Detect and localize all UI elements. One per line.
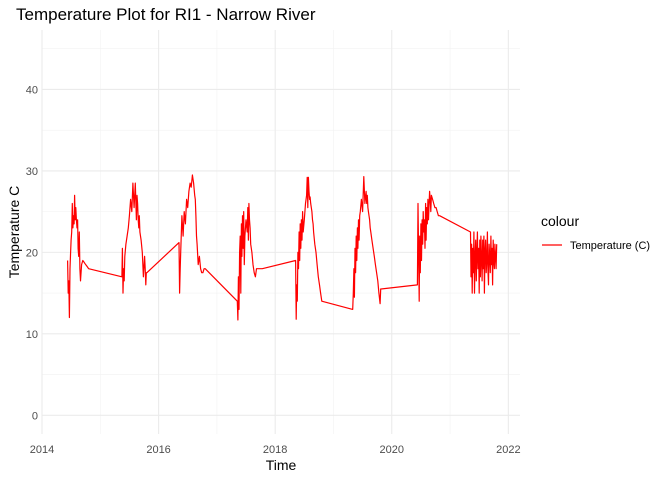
grid-major-lines — [41, 30, 520, 434]
x-tick-label: 2014 — [30, 444, 54, 456]
y-tick-label: 10 — [26, 329, 38, 341]
y-tick-label: 40 — [26, 84, 38, 96]
x-tick-label: 2016 — [146, 444, 170, 456]
x-tick-label: 2020 — [380, 444, 404, 456]
series-line-temperature — [67, 174, 498, 321]
y-tick-label: 0 — [32, 410, 38, 422]
grid-minor-lines — [42, 30, 520, 434]
chart-title: Temperature Plot for RI1 - Narrow River — [16, 5, 316, 24]
legend: colour Temperature (C) — [541, 213, 650, 252]
x-axis-tick-labels: 2014 2016 2018 2020 2022 — [30, 444, 521, 456]
y-axis-tick-labels: 0 10 20 30 40 — [26, 84, 38, 422]
legend-entry-label: Temperature (C) — [570, 240, 650, 252]
y-tick-label: 30 — [26, 166, 38, 178]
legend-title: colour — [541, 213, 579, 229]
series-group — [67, 174, 498, 321]
y-tick-label: 20 — [26, 247, 38, 259]
y-axis-title: Temperature C — [6, 186, 22, 279]
x-tick-label: 2018 — [263, 444, 287, 456]
x-tick-label: 2022 — [496, 444, 520, 456]
x-axis-title: Time — [266, 457, 297, 473]
